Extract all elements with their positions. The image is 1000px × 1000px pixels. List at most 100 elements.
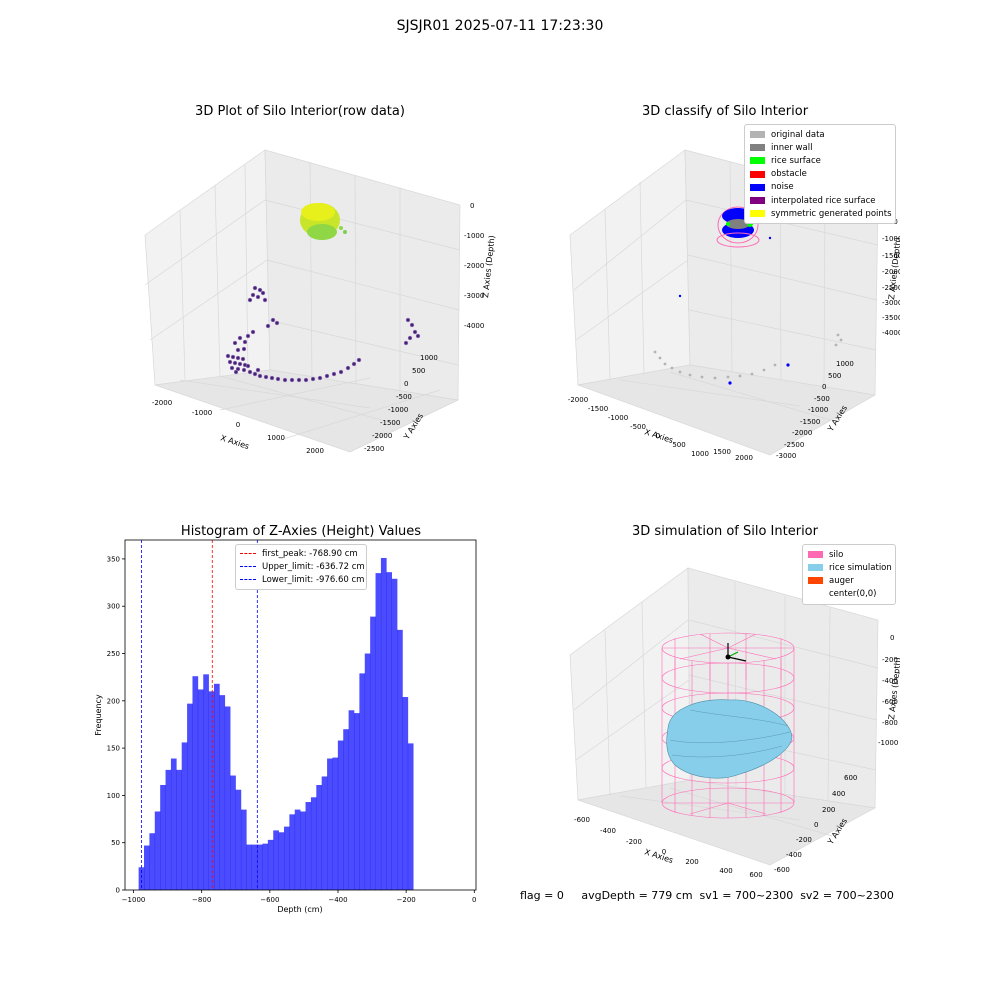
classify-xlabel: X Axies [643, 427, 674, 445]
legend-label: auger [829, 575, 854, 586]
histogram-bar [154, 811, 161, 890]
histogram-bar [181, 742, 188, 890]
histogram-ylabel: Frequency [94, 694, 103, 736]
simulation-z-ticks: 0 -200 -400 -600 -800 -1000 [878, 634, 898, 747]
legend-swatch [750, 210, 765, 218]
histogram-legend-item: Lower_limit: -976.60 cm [240, 573, 365, 586]
histogram-bar [149, 833, 156, 890]
raw-ytick: -1000 [388, 406, 408, 414]
histogram-bar [257, 844, 263, 890]
raw-ytick: -2000 [372, 432, 392, 440]
histogram-bar [337, 740, 344, 890]
simulation-ytick: 400 [832, 790, 845, 798]
histogram-bar [144, 845, 150, 890]
simulation-zlabel: Z Axies (Depth) [887, 657, 900, 720]
histogram-bar [197, 689, 204, 890]
simulation-3d-axes-panes [569, 567, 879, 866]
histogram-bar [359, 673, 366, 890]
classify-legend-item: interpolated rice surface [750, 194, 890, 207]
simulation-left-pane [569, 567, 691, 801]
simulation-ztick: -1000 [878, 739, 898, 747]
classify-ytick: -500 [814, 395, 830, 403]
raw-ztick: -4000 [464, 322, 484, 330]
raw-xtick: 0 [236, 421, 240, 429]
legend-line-blue [240, 579, 256, 581]
classify-ztick: -2000 [882, 268, 900, 276]
simulation-ytick: 600 [844, 774, 857, 782]
histogram-bar [380, 557, 387, 890]
classify-xtick: -1500 [588, 405, 608, 413]
raw-x-ticks: -2000 -1000 0 1000 2000 [152, 399, 324, 455]
y-tick-label: 50 [111, 839, 120, 847]
y-tick-label: 350 [107, 555, 120, 563]
histogram-bar [386, 572, 392, 890]
classify-3d-plot: -2000 -1500 -1000 -500 0 500 1000 1500 2… [568, 149, 900, 462]
classify-ytick: -2500 [784, 441, 804, 449]
histogram-bar [267, 839, 274, 890]
simulation-xtick: 200 [685, 858, 698, 866]
histogram-bar [364, 653, 371, 890]
x-tick-label: −600 [260, 896, 279, 904]
simulation-xtick: 0 [662, 848, 666, 856]
histogram-bar [138, 867, 145, 890]
histogram-frame [124, 539, 477, 891]
y-tick-label: 250 [107, 650, 120, 658]
raw-xtick: 2000 [306, 447, 324, 455]
raw-xtick: -1000 [192, 409, 212, 417]
simulation-ytick: -600 [774, 866, 790, 874]
classify-xtick: 1000 [691, 450, 709, 458]
histogram-bar [391, 578, 398, 890]
legend-label: inner wall [771, 142, 813, 153]
classify-legend-item: inner wall [750, 141, 890, 154]
raw-plot-title: 3D Plot of Silo Interior(row data) [195, 104, 405, 119]
classify-plot-title: 3D classify of Silo Interior [641, 104, 809, 119]
histogram-legend-item: first_peak: -768.90 cm [240, 547, 362, 560]
legend-label: symmetric generated points [771, 208, 892, 219]
histogram-bar [278, 832, 285, 890]
raw-3d-plot: -2000 -1000 0 1000 2000 X Axies 1000 500… [144, 149, 497, 455]
figure-title: SJSJR01 2025-07-11 17:23:30 [396, 18, 604, 34]
classify-legend: original data inner wall rice surface ob… [744, 124, 896, 225]
legend-swatch [750, 144, 765, 152]
legend-swatch [808, 564, 823, 572]
simulation-x-ticks: -600 -400 -200 0 200 400 600 [574, 816, 763, 879]
histogram-bar [343, 729, 349, 890]
classify-legend-item: original data [750, 128, 890, 141]
classify-ytick: -1500 [800, 418, 820, 426]
raw-ytick: 0 [404, 380, 408, 388]
classify-legend-item: obstacle [750, 168, 890, 181]
histogram-legend-item: Upper_limit: -636.72 cm [240, 560, 365, 573]
legend-swatch [750, 197, 765, 205]
histogram-x-ticks: −1000 −800 −600 −400 −200 0 [122, 890, 477, 904]
classify-ytick: 1000 [836, 360, 854, 368]
y-tick-label: 300 [107, 603, 120, 611]
classify-floor-pane [576, 364, 877, 456]
y-tick-label: 150 [107, 745, 120, 753]
legend-label: Upper_limit: -636.72 cm [262, 561, 365, 572]
legend-swatch [808, 577, 823, 585]
legend-label: silo [829, 549, 844, 560]
raw-ytick: 1000 [420, 354, 438, 362]
simulation-legend-item: silo [808, 548, 890, 561]
classify-ztick: -4000 [882, 329, 900, 337]
histogram-bar [219, 695, 226, 890]
histogram-y-ticks: 0 50 100 150 200 250 300 350 [107, 555, 125, 895]
simulation-ztick: -600 [882, 698, 898, 706]
classify-xtick: -500 [630, 423, 646, 431]
histogram-bar [354, 713, 360, 890]
legend-label: Lower_limit: -976.60 cm [262, 574, 365, 585]
histogram-bar [214, 683, 220, 890]
histogram-bar [224, 706, 231, 890]
histogram-bar [203, 674, 209, 890]
simulation-ytick: -400 [786, 851, 802, 859]
classify-ztick: -3500 [882, 314, 900, 322]
raw-wall-points [225, 285, 421, 383]
histogram-bar [407, 743, 414, 890]
legend-swatch [750, 131, 765, 139]
raw-xtick: 1000 [267, 434, 285, 442]
histogram-bar [208, 691, 215, 890]
y-tick-label: 0 [116, 887, 120, 895]
legend-label: rice surface [771, 155, 821, 166]
histogram-xlabel: Depth (cm) [277, 905, 322, 914]
legend-label: interpolated rice surface [771, 195, 876, 206]
